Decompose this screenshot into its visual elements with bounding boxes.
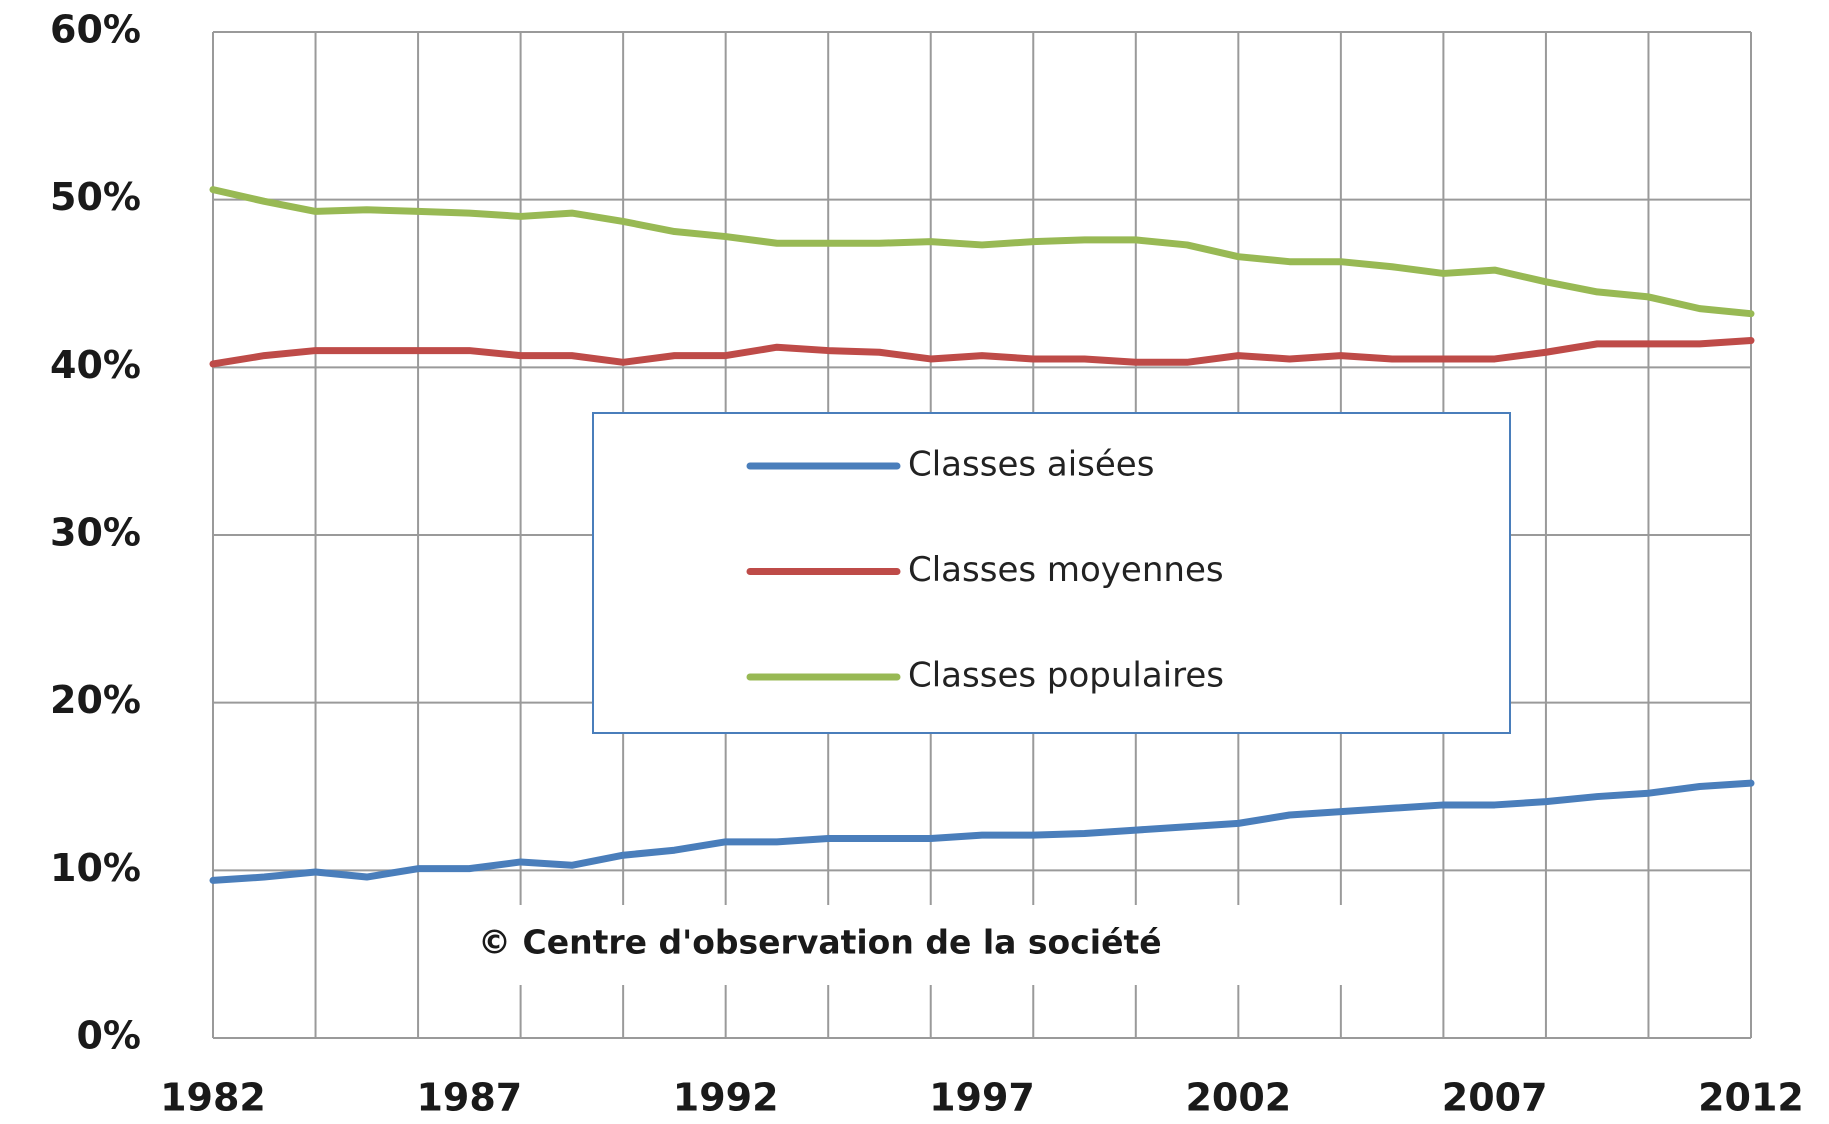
annotation: © Centre d'observation de la société bbox=[478, 923, 1162, 962]
y-tick-label: 30% bbox=[50, 511, 141, 555]
legend-label: Classes moyennes bbox=[908, 550, 1224, 590]
y-tick-label: 10% bbox=[50, 846, 141, 890]
y-tick-label: 20% bbox=[50, 678, 141, 722]
x-tick-label: 1982 bbox=[160, 1076, 266, 1120]
x-tick-label: 1987 bbox=[416, 1076, 522, 1120]
x-tick-label: 1997 bbox=[929, 1076, 1035, 1120]
legend-label: Classes aisées bbox=[908, 445, 1154, 485]
x-tick-label: 1992 bbox=[673, 1076, 779, 1120]
x-tick-label: 2012 bbox=[1698, 1076, 1804, 1120]
legend-label: Classes populaires bbox=[908, 656, 1224, 696]
annotation-bg bbox=[470, 905, 1370, 985]
lines bbox=[209, 186, 1755, 884]
legend-box bbox=[592, 412, 1511, 734]
y-tick-label: 60% bbox=[50, 8, 141, 52]
line-series bbox=[209, 779, 1755, 884]
y-tick-label: 0% bbox=[76, 1014, 141, 1058]
y-tick-label: 40% bbox=[50, 343, 141, 387]
line-series bbox=[209, 186, 1755, 318]
x-tick-label: 2007 bbox=[1442, 1076, 1548, 1120]
y-tick-label: 50% bbox=[50, 175, 141, 219]
legend: Classes aisées Classes moyennes Classes po… bbox=[746, 445, 1224, 696]
x-tick-label: 2002 bbox=[1185, 1076, 1291, 1120]
line-series bbox=[209, 337, 1755, 368]
